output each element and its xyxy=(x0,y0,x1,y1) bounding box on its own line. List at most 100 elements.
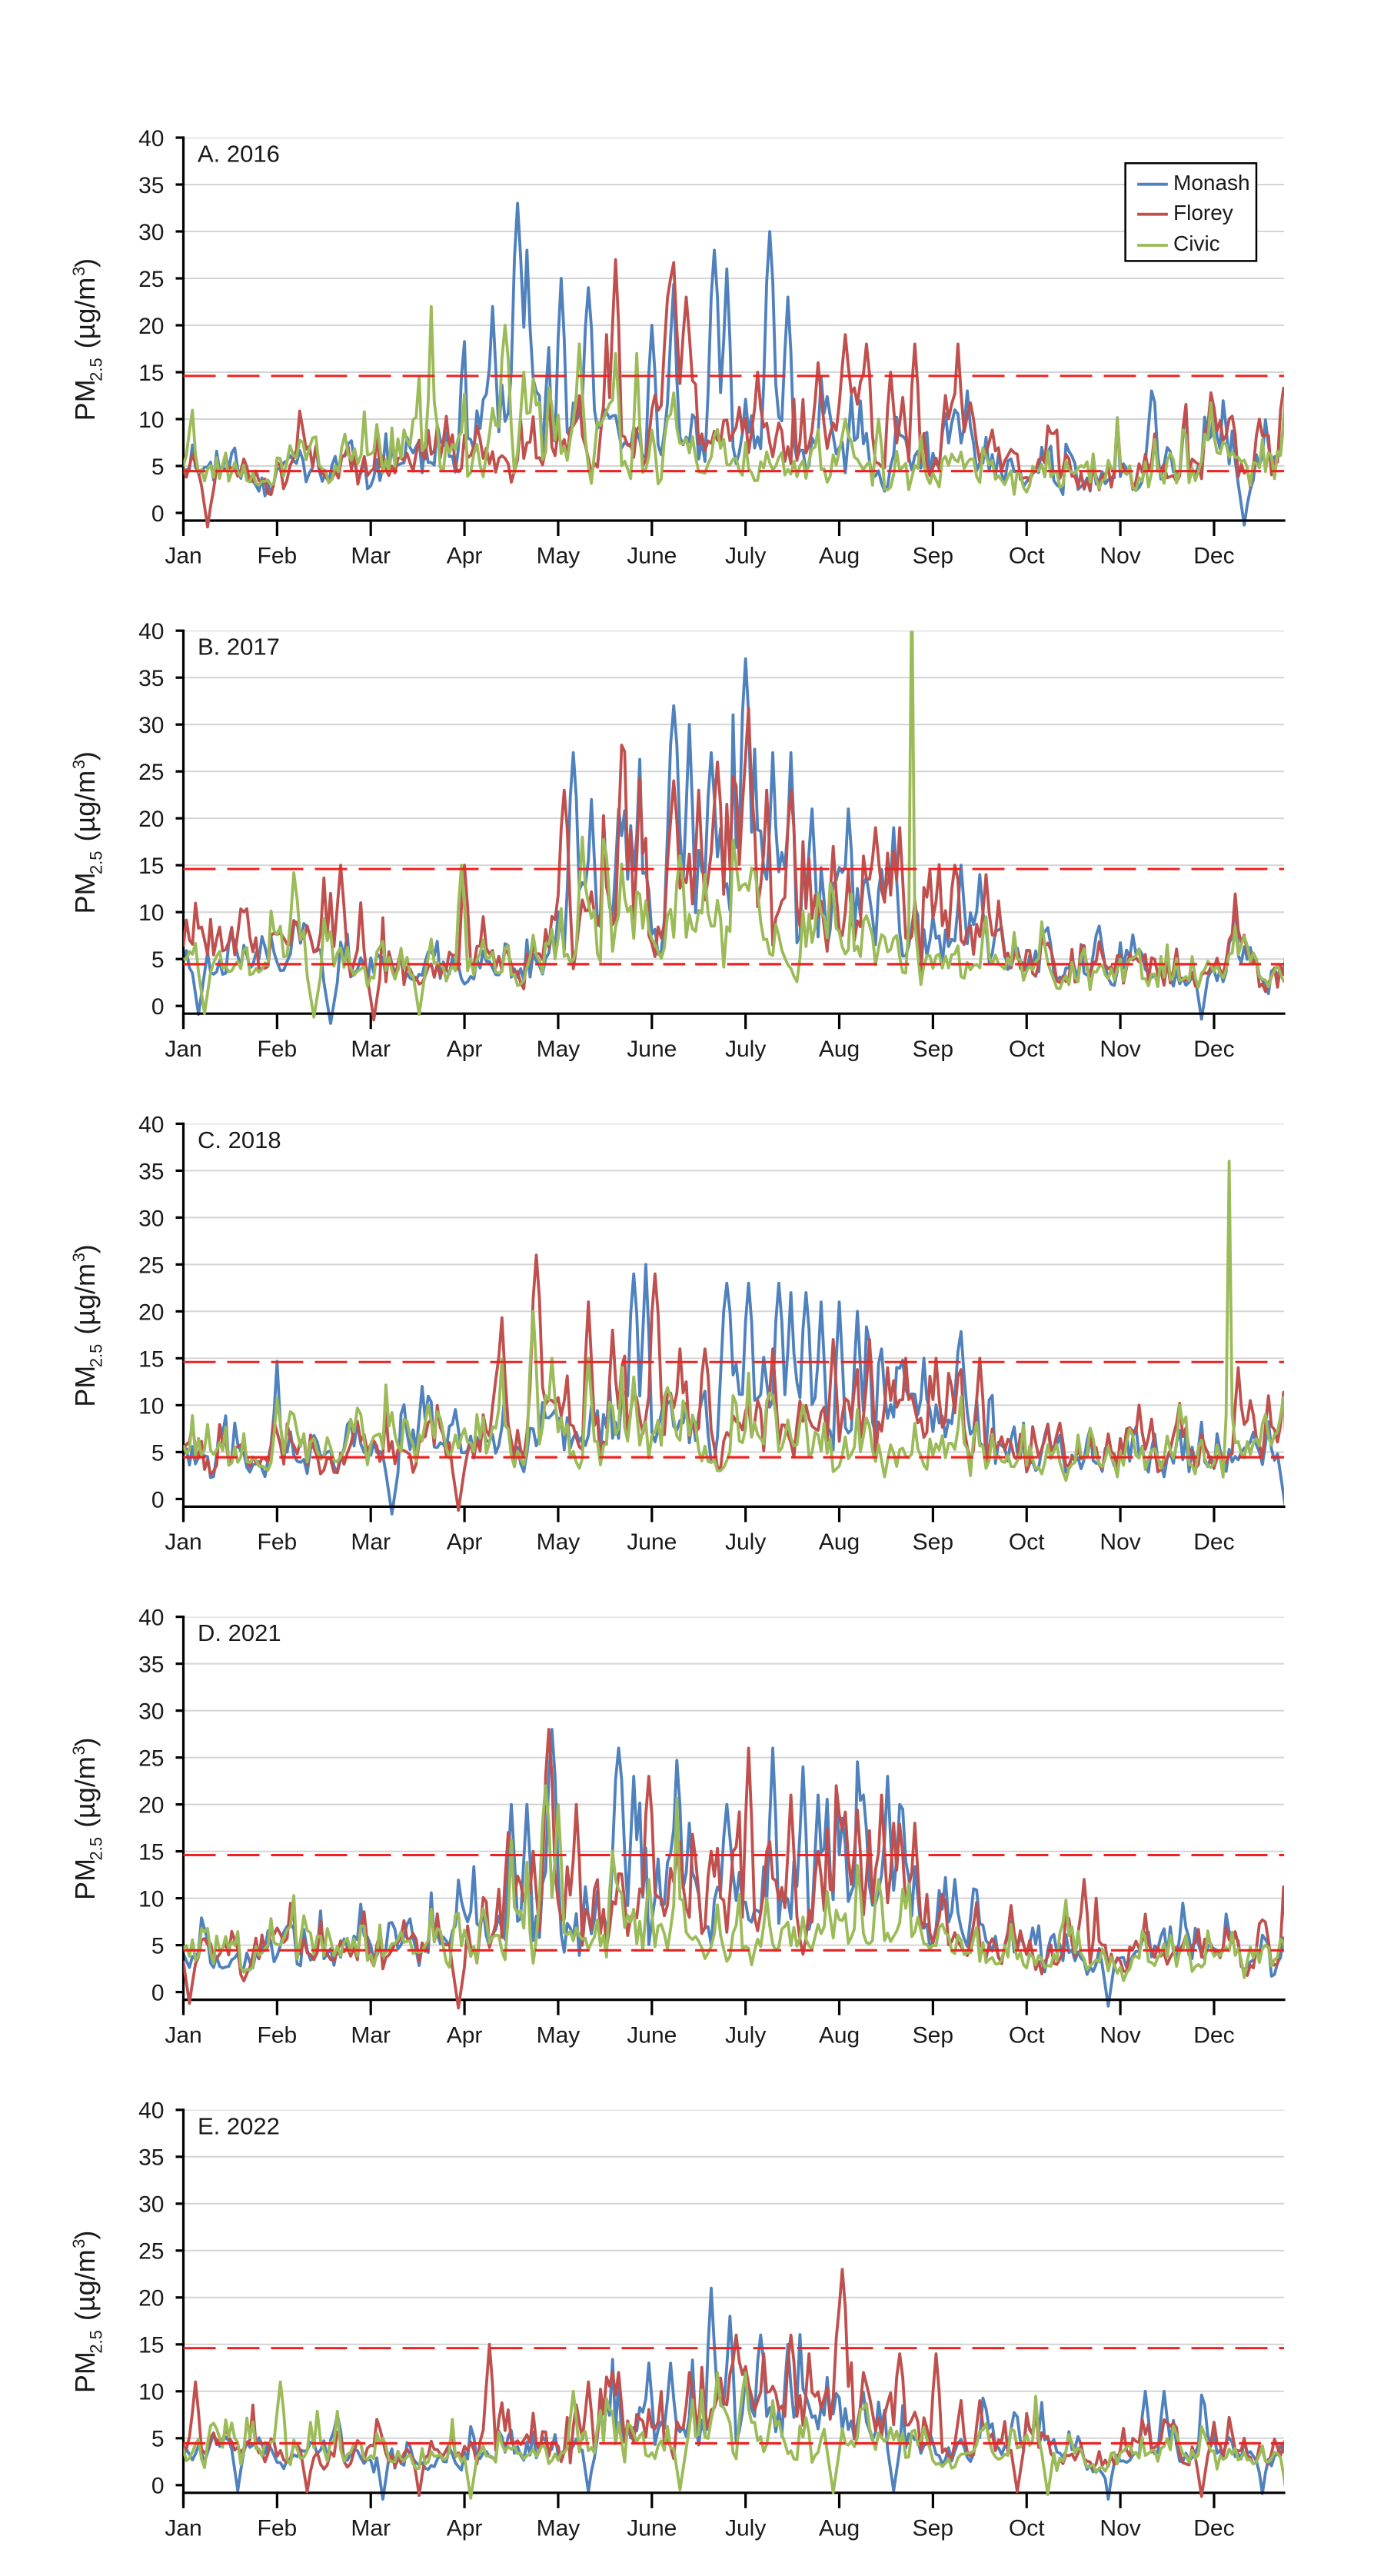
svg-text:(µg/m: (µg/m xyxy=(69,278,101,349)
svg-text:D. 2021: D. 2021 xyxy=(198,1619,281,1646)
svg-text:Aug: Aug xyxy=(819,2516,860,2541)
svg-text:Mar: Mar xyxy=(351,2022,391,2048)
svg-text:PM: PM xyxy=(69,379,101,421)
svg-text:Mar: Mar xyxy=(351,1037,391,1062)
svg-text:Nov: Nov xyxy=(1100,1529,1140,1555)
svg-text:Jan: Jan xyxy=(165,2022,201,2048)
svg-text:Mar: Mar xyxy=(351,2516,391,2541)
svg-text:Apr: Apr xyxy=(447,2516,483,2541)
svg-text:E. 2022: E. 2022 xyxy=(198,2112,280,2139)
svg-text:Dec: Dec xyxy=(1193,544,1234,569)
svg-text:35: 35 xyxy=(138,1652,164,1677)
svg-text:Sep: Sep xyxy=(913,2022,953,2048)
svg-text:10: 10 xyxy=(138,1886,164,1912)
svg-text:Oct: Oct xyxy=(1009,1037,1045,1062)
svg-text:20: 20 xyxy=(138,314,164,339)
svg-text:10: 10 xyxy=(138,1393,164,1419)
svg-text:2.5: 2.5 xyxy=(87,358,106,381)
svg-text:Jan: Jan xyxy=(165,1037,201,1062)
svg-text:PM: PM xyxy=(69,1366,101,1407)
svg-text:25: 25 xyxy=(138,1253,164,1278)
svg-text:20: 20 xyxy=(138,1792,164,1818)
svg-text:July: July xyxy=(725,2516,766,2541)
svg-text:May: May xyxy=(537,2516,581,2541)
svg-text:25: 25 xyxy=(138,1746,164,1771)
svg-text:Jan: Jan xyxy=(165,1529,201,1555)
svg-text:): ) xyxy=(69,1737,101,1746)
svg-text:Feb: Feb xyxy=(258,1037,298,1062)
svg-text:25: 25 xyxy=(138,267,164,292)
svg-text:3: 3 xyxy=(69,1253,88,1262)
svg-text:20: 20 xyxy=(138,2286,164,2311)
svg-text:3: 3 xyxy=(69,267,88,276)
svg-text:35: 35 xyxy=(138,173,164,198)
svg-text:0: 0 xyxy=(151,1980,165,2005)
svg-text:): ) xyxy=(69,1244,101,1253)
svg-text:0: 0 xyxy=(151,1487,165,1513)
svg-text:June: June xyxy=(627,2516,677,2541)
svg-text:0: 0 xyxy=(151,501,165,527)
svg-text:35: 35 xyxy=(138,1159,164,1184)
svg-text:25: 25 xyxy=(138,2239,164,2265)
svg-text:July: July xyxy=(725,1529,766,1555)
svg-text:Nov: Nov xyxy=(1100,2022,1140,2048)
svg-text:Jan: Jan xyxy=(165,544,201,569)
svg-text:May: May xyxy=(537,1037,581,1062)
svg-text:June: June xyxy=(627,2022,677,2048)
svg-text:40: 40 xyxy=(138,1112,164,1137)
svg-text:May: May xyxy=(537,1529,581,1555)
svg-text:(µg/m: (µg/m xyxy=(69,1263,101,1335)
svg-text:Dec: Dec xyxy=(1193,2516,1234,2541)
svg-text:May: May xyxy=(537,544,581,569)
svg-text:Aug: Aug xyxy=(819,1529,860,1555)
svg-text:2.5: 2.5 xyxy=(87,2330,106,2354)
svg-text:B. 2017: B. 2017 xyxy=(198,634,280,661)
svg-text:May: May xyxy=(537,2022,581,2048)
svg-text:15: 15 xyxy=(138,1346,164,1372)
svg-text:25: 25 xyxy=(138,760,164,785)
svg-text:30: 30 xyxy=(138,713,164,738)
svg-text:0: 0 xyxy=(151,2474,165,2499)
svg-text:): ) xyxy=(69,258,101,268)
svg-text:15: 15 xyxy=(138,2333,164,2358)
svg-text:Dec: Dec xyxy=(1193,2022,1234,2048)
svg-text:Apr: Apr xyxy=(447,1529,483,1555)
svg-text:C. 2018: C. 2018 xyxy=(198,1127,281,1153)
svg-text:20: 20 xyxy=(138,1300,164,1325)
svg-text:3: 3 xyxy=(69,760,88,769)
svg-text:): ) xyxy=(69,751,101,760)
svg-text:5: 5 xyxy=(151,2427,165,2452)
svg-text:10: 10 xyxy=(138,408,164,433)
svg-text:Mar: Mar xyxy=(351,544,391,569)
svg-text:Aug: Aug xyxy=(819,1037,860,1062)
svg-text:June: June xyxy=(627,1037,677,1062)
svg-text:Oct: Oct xyxy=(1009,544,1045,569)
svg-text:15: 15 xyxy=(138,854,164,879)
svg-text:Nov: Nov xyxy=(1100,2516,1140,2541)
svg-text:Apr: Apr xyxy=(447,2022,483,2048)
svg-text:Monash: Monash xyxy=(1173,171,1250,195)
svg-text:5: 5 xyxy=(151,947,165,973)
svg-text:Sep: Sep xyxy=(913,544,953,569)
svg-text:3: 3 xyxy=(69,2239,88,2248)
svg-text:40: 40 xyxy=(138,619,164,644)
svg-text:July: July xyxy=(725,544,766,569)
svg-text:15: 15 xyxy=(138,361,164,386)
svg-text:40: 40 xyxy=(138,1605,164,1630)
svg-text:20: 20 xyxy=(138,807,164,832)
svg-text:Dec: Dec xyxy=(1193,1529,1234,1555)
svg-text:40: 40 xyxy=(138,126,164,151)
svg-text:3: 3 xyxy=(69,1746,88,1755)
svg-text:Feb: Feb xyxy=(258,2022,298,2048)
svg-text:PM: PM xyxy=(69,1859,101,1900)
svg-text:June: June xyxy=(627,1529,677,1555)
svg-text:5: 5 xyxy=(151,1933,165,1959)
svg-text:15: 15 xyxy=(138,1839,164,1865)
svg-text:Sep: Sep xyxy=(913,1037,953,1062)
svg-text:30: 30 xyxy=(138,220,164,245)
svg-text:Apr: Apr xyxy=(447,1037,483,1062)
svg-text:Feb: Feb xyxy=(258,1529,298,1555)
svg-text:(µg/m: (µg/m xyxy=(69,770,101,842)
svg-text:Oct: Oct xyxy=(1009,1529,1045,1555)
svg-text:35: 35 xyxy=(138,666,164,691)
